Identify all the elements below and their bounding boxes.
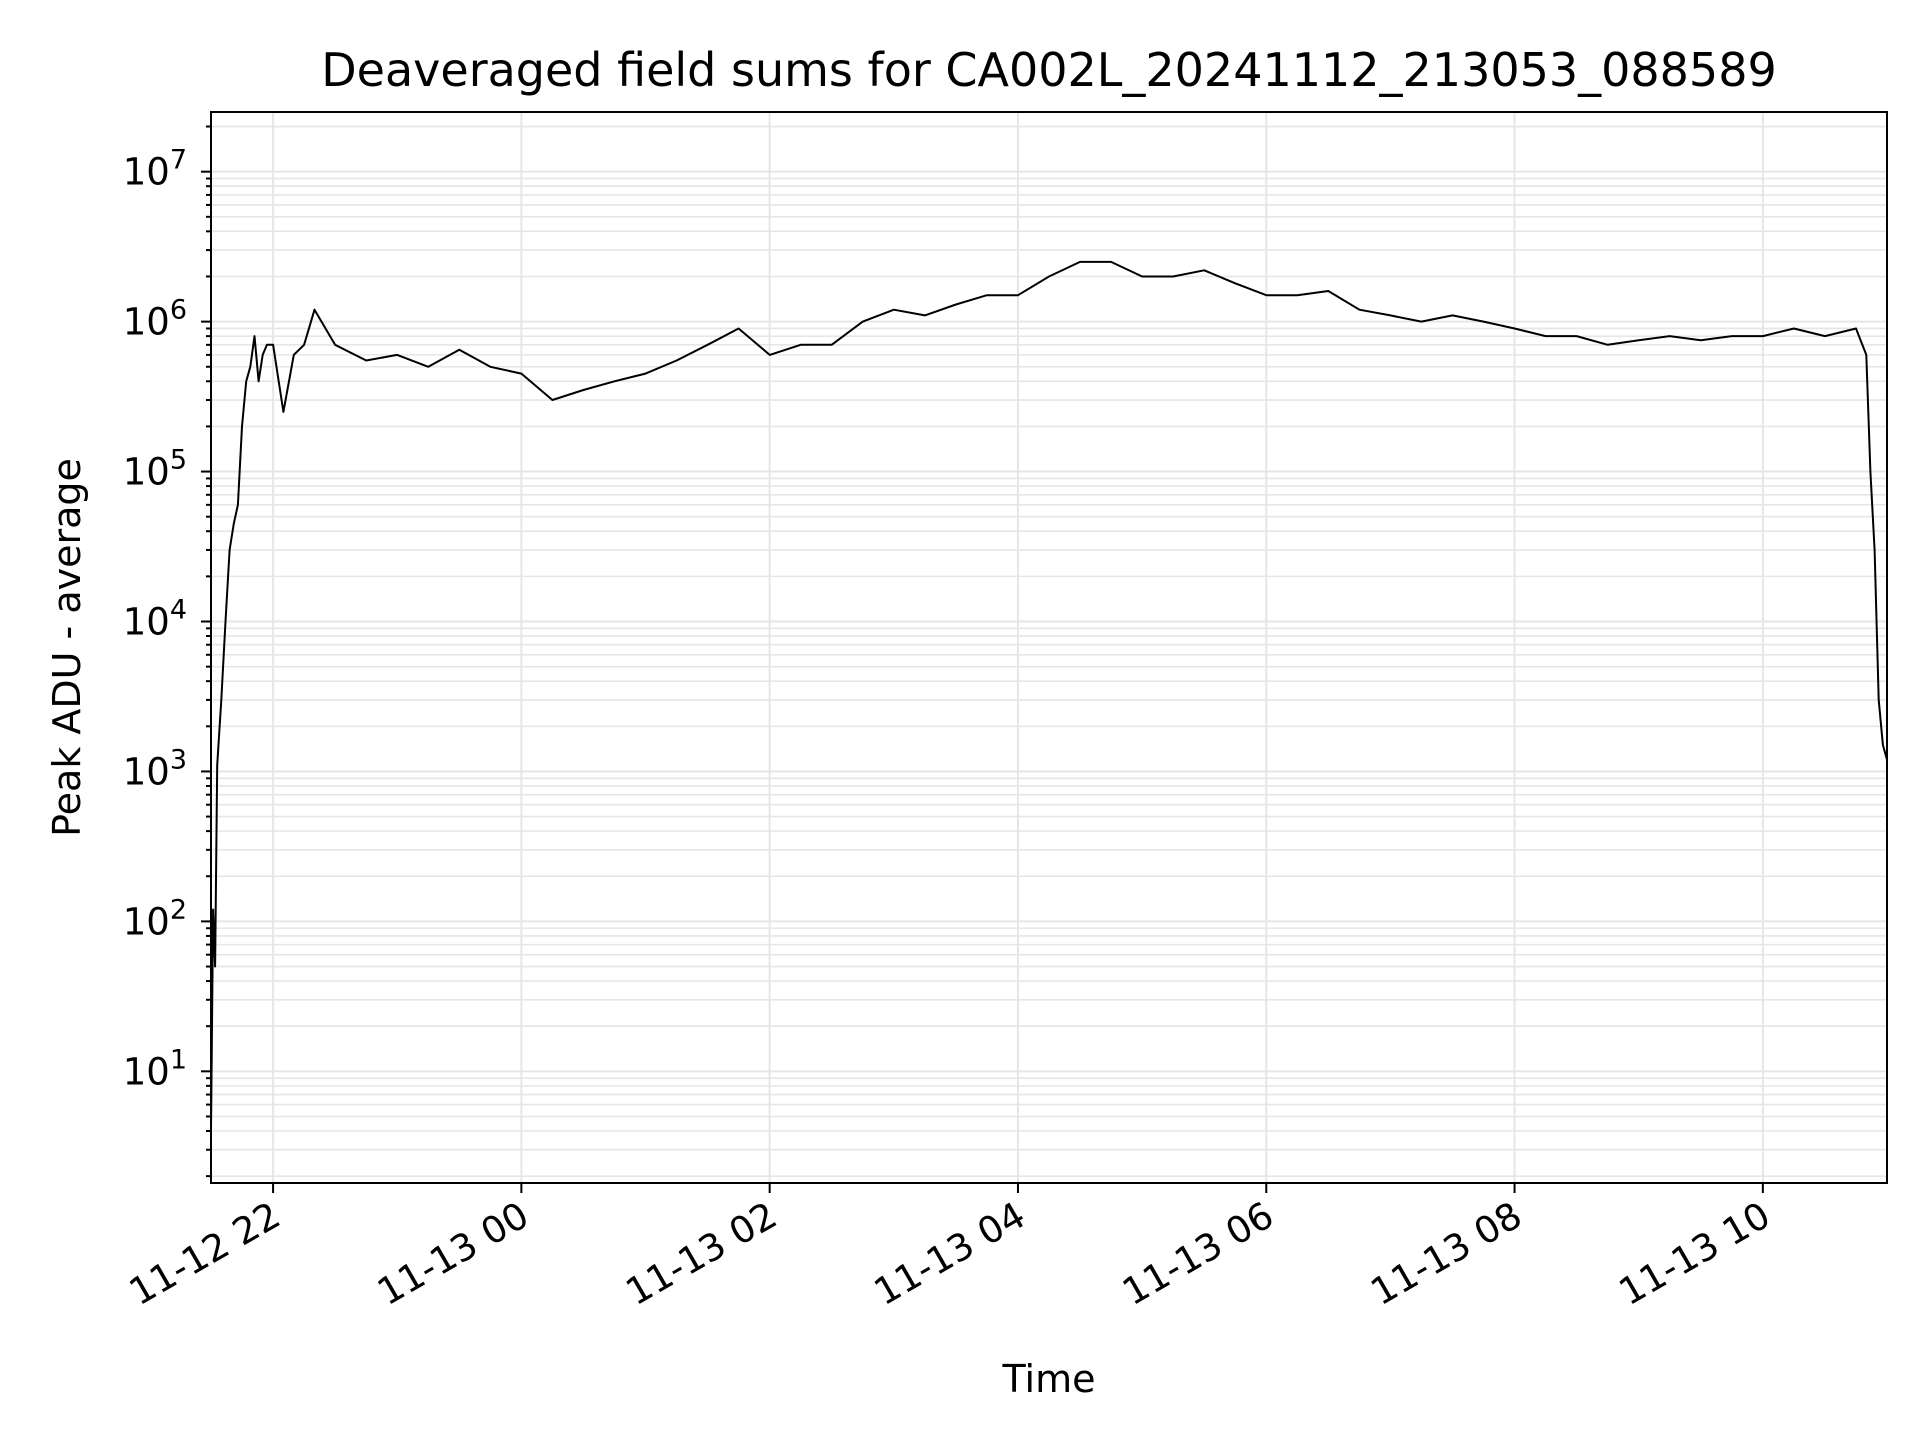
- y-tick-label: 104: [123, 595, 187, 644]
- y-tick-label: 102: [123, 894, 187, 943]
- y-axis-label: Peak ADU - average: [45, 458, 89, 837]
- x-axis-label: Time: [1002, 1357, 1096, 1401]
- y-tick-label: 103: [123, 744, 187, 793]
- grid: [211, 112, 1887, 1183]
- series-layer: [210, 260, 1888, 1132]
- data-series-line: [210, 260, 1888, 1132]
- plot-frame: [210, 111, 1888, 1184]
- y-tick-label: 106: [123, 295, 187, 344]
- chart-title: Deaveraged field sums for CA002L_2024111…: [321, 43, 1776, 97]
- y-tick-label: 105: [123, 445, 187, 494]
- y-tick-label: 107: [123, 145, 187, 194]
- y-tick-label: 101: [123, 1044, 187, 1093]
